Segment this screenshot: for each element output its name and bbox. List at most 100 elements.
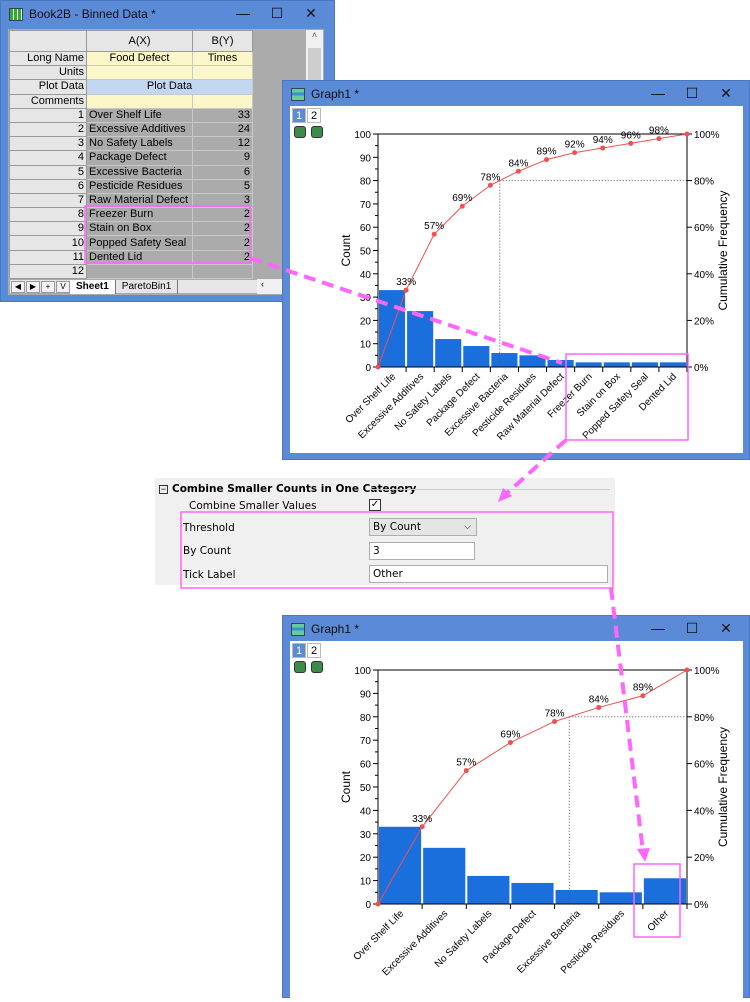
row-label[interactable]: Plot Data xyxy=(9,79,87,95)
cell-food-defect[interactable] xyxy=(86,263,193,280)
cell-food-defect[interactable]: Excessive Bacteria xyxy=(86,164,193,180)
worksheet-grid[interactable]: A(X) B(Y) Long Name Food Defect Times Units… xyxy=(9,30,253,280)
graph1-titlebar[interactable]: Graph1 * — ☐ ✕ xyxy=(283,81,749,107)
cell-times[interactable]: 2 xyxy=(192,249,253,265)
cumulative-point xyxy=(684,131,690,137)
graph2-page[interactable]: 0 10 20 30 40 50 60 70 80 90 100 0% 20% 40% 60% 80% 100%… xyxy=(290,641,743,999)
cell-times[interactable]: 2 xyxy=(192,207,253,223)
threshold-select[interactable]: By Count ⌵ xyxy=(369,518,477,536)
cell-food-defect[interactable]: No Safety Labels xyxy=(86,136,193,152)
minimize-button[interactable]: — xyxy=(651,620,665,636)
lock-icon[interactable] xyxy=(294,126,306,138)
meta-cell-b[interactable] xyxy=(192,93,253,109)
row-number[interactable]: 1 xyxy=(9,107,87,123)
bar xyxy=(407,311,434,367)
row-number[interactable]: 6 xyxy=(9,178,87,194)
maximize-button[interactable]: ☐ xyxy=(270,5,284,21)
cumulative-label: 57% xyxy=(424,221,444,232)
by-count-input[interactable]: 3 xyxy=(369,542,475,560)
cell-food-defect[interactable]: Raw Material Defect xyxy=(86,192,193,209)
y2-tick-label: 0% xyxy=(694,363,709,374)
tick-label-input[interactable]: Other xyxy=(369,565,608,583)
y-tick-label: 40 xyxy=(360,270,372,281)
layer-1-button[interactable]: 1 xyxy=(292,643,306,658)
cumulative-label: 84% xyxy=(508,158,528,169)
y-axis-title: Count xyxy=(339,234,353,267)
cell-food-defect[interactable]: Package Defect xyxy=(86,150,193,166)
scroll-up-icon[interactable]: ˄ xyxy=(311,30,318,40)
add-sheet-button[interactable]: + xyxy=(41,280,55,293)
cell-food-defect[interactable]: Stain on Box xyxy=(86,221,193,237)
row-number[interactable]: 5 xyxy=(9,164,87,180)
cell-times[interactable]: 2 xyxy=(192,221,253,237)
minimize-button[interactable]: — xyxy=(236,5,250,21)
cell-times[interactable]: 2 xyxy=(192,235,253,251)
bar xyxy=(463,346,490,367)
collapse-icon[interactable]: − xyxy=(159,484,168,494)
row-number[interactable]: 11 xyxy=(9,249,87,265)
maximize-button[interactable]: ☐ xyxy=(685,85,699,101)
meta-cell-a[interactable] xyxy=(86,65,193,81)
close-button[interactable]: ✕ xyxy=(305,5,317,21)
layer-1-button[interactable]: 1 xyxy=(292,108,306,123)
cell-food-defect[interactable]: Popped Safety Seal xyxy=(86,235,193,251)
row-number[interactable]: 4 xyxy=(9,150,87,166)
row-label[interactable]: Units xyxy=(9,65,87,81)
tab-sheet1[interactable]: Sheet1 xyxy=(70,279,116,294)
tab-paretobin1[interactable]: ParetoBin1 xyxy=(116,279,179,294)
corner-cell[interactable] xyxy=(9,30,87,52)
cell-times[interactable]: 6 xyxy=(192,164,253,180)
cell-times[interactable]: 33 xyxy=(192,107,253,123)
sheet-list-button[interactable]: V xyxy=(56,280,70,293)
row-number[interactable]: 9 xyxy=(9,221,87,237)
column-header-a[interactable]: A(X) xyxy=(86,30,193,52)
cell-food-defect[interactable]: Freezer Burn xyxy=(86,207,193,223)
cell-times[interactable] xyxy=(192,263,253,280)
combine-label: Combine Smaller Values xyxy=(189,500,317,512)
cell-food-defect[interactable]: Excessive Additives xyxy=(86,121,193,138)
row-number[interactable]: 3 xyxy=(9,136,87,152)
row-label[interactable]: Comments xyxy=(9,93,87,109)
maximize-button[interactable]: ☐ xyxy=(685,620,699,636)
table-row: 6 Pesticide Residues 5 xyxy=(9,178,253,194)
plot-data-cell[interactable]: Plot Data xyxy=(86,79,253,95)
minimize-button[interactable]: — xyxy=(651,85,665,101)
bar xyxy=(603,362,630,367)
lock-icon[interactable] xyxy=(311,126,323,138)
row-label[interactable]: Long Name xyxy=(9,50,87,67)
combine-checkbox[interactable]: ✓ xyxy=(369,499,381,511)
lock-icon[interactable] xyxy=(311,661,323,673)
layer-2-button[interactable]: 2 xyxy=(307,108,321,123)
lock-icon[interactable] xyxy=(294,661,306,673)
cell-times[interactable]: 9 xyxy=(192,150,253,166)
meta-cell-b[interactable] xyxy=(192,65,253,81)
meta-cell-a[interactable] xyxy=(86,93,193,109)
row-number[interactable]: 8 xyxy=(9,207,87,223)
row-number[interactable]: 10 xyxy=(9,235,87,251)
threshold-value: By Count xyxy=(373,521,421,533)
graph2-titlebar[interactable]: Graph1 * — ☐ ✕ xyxy=(283,616,749,642)
table-row: 2 Excessive Additives 24 xyxy=(9,121,253,138)
layer-2-button[interactable]: 2 xyxy=(307,643,321,658)
next-sheet-button[interactable]: ▶ xyxy=(26,280,40,293)
row-number[interactable]: 2 xyxy=(9,121,87,138)
graph-window-2: Graph1 * — ☐ ✕ 0 10 20 30 40 50 60 70 80 90 100 0% 2… xyxy=(282,615,750,999)
y2-axis-title: Cumulative Frequency xyxy=(716,190,730,310)
close-button[interactable]: ✕ xyxy=(720,85,732,101)
cell-food-defect[interactable]: Pesticide Residues xyxy=(86,178,193,194)
cell-times[interactable]: 3 xyxy=(192,192,253,209)
graph1-page[interactable]: 0 10 20 30 40 50 60 70 80 90 100 0% 20% 40% 60% 80% 100%… xyxy=(290,106,743,453)
row-number[interactable]: 7 xyxy=(9,192,87,209)
cell-times[interactable]: 5 xyxy=(192,178,253,194)
cell-times[interactable]: 24 xyxy=(192,121,253,138)
row-number[interactable]: 12 xyxy=(9,263,87,280)
meta-cell-b[interactable]: Times xyxy=(192,50,253,67)
close-button[interactable]: ✕ xyxy=(720,620,732,636)
cell-times[interactable]: 12 xyxy=(192,136,253,152)
meta-cell-a[interactable]: Food Defect xyxy=(86,50,193,67)
workbook-titlebar[interactable]: Book2B - Binned Data * — ☐ ✕ xyxy=(1,1,334,27)
cell-food-defect[interactable]: Over Shelf Life xyxy=(86,107,193,123)
prev-sheet-button[interactable]: ◀ xyxy=(11,280,25,293)
cell-food-defect[interactable]: Dented Lid xyxy=(86,249,193,265)
column-header-b[interactable]: B(Y) xyxy=(192,30,253,52)
